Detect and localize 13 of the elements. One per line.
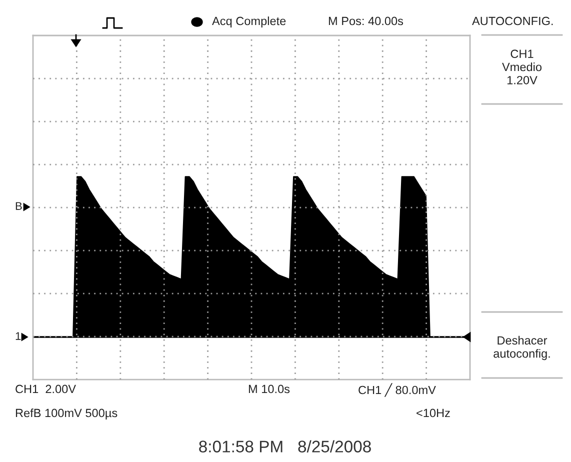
text: 8:01:58 PM 8/25/2008 [199,440,371,452]
text: CH1 Vmedio 1.20V [502,50,542,84]
text: Acq Complete [212,16,286,28]
text: AUTOCONFIG. [472,16,553,26]
text: B [16,202,22,210]
text: <10Hz [416,408,450,418]
text: CH1 2.00V [16,384,76,394]
text: RefB 100mV 500µs [16,408,118,420]
text: Deshacer autoconfig. [494,336,550,360]
text: M Pos: 40.00s [328,16,404,26]
text: M 10.0s [248,384,290,394]
text: 1 [16,332,21,340]
text: CH1 ╱ 80.0mV [358,383,436,397]
